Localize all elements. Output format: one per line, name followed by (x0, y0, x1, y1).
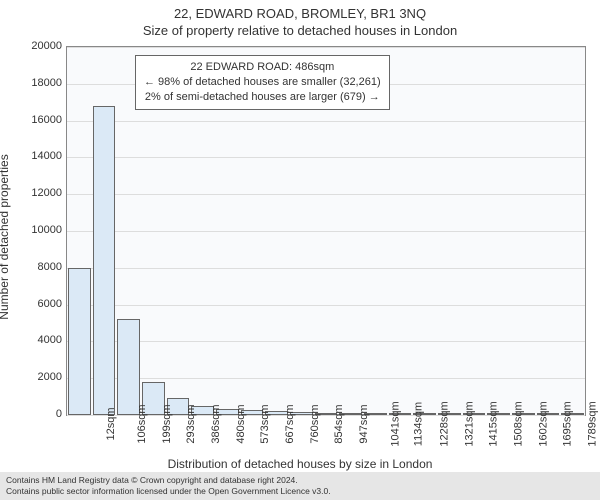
xtick-label: 293sqm (185, 404, 197, 443)
page-subtitle: Size of property relative to detached ho… (0, 21, 600, 38)
y-axis-label: Number of detached properties (0, 154, 11, 319)
xtick-label: 1134sqm (413, 402, 425, 446)
ytick-label: 10000 (12, 224, 62, 236)
ytick-label: 12000 (12, 187, 62, 199)
xtick-label: 667sqm (284, 404, 296, 443)
annotation-line-3: 2% of semi-detached houses are larger (6… (144, 90, 381, 105)
histogram-bar (117, 319, 140, 415)
annotation-line-1: 22 EDWARD ROAD: 486sqm (144, 60, 381, 75)
xtick-label: 854sqm (333, 404, 345, 443)
gridline (67, 378, 585, 379)
page-title: 22, EDWARD ROAD, BROMLEY, BR1 3NQ (0, 0, 600, 21)
gridline (67, 341, 585, 342)
xtick-label: 480sqm (235, 404, 247, 443)
gridline (67, 305, 585, 306)
x-axis-label: Distribution of detached houses by size … (0, 457, 600, 471)
xtick-label: 947sqm (358, 404, 370, 443)
xtick-label: 1415sqm (488, 401, 500, 446)
xtick-label: 1602sqm (537, 401, 549, 446)
histogram-bar (93, 106, 116, 415)
gridline (67, 157, 585, 158)
annotation-box: 22 EDWARD ROAD: 486sqm ← 98% of detached… (135, 55, 390, 110)
ytick-label: 20000 (12, 40, 62, 52)
annotation-line-2: ← 98% of detached houses are smaller (32… (144, 75, 381, 90)
ytick-label: 14000 (12, 150, 62, 162)
xtick-label: 1695sqm (562, 401, 574, 446)
gridline (67, 194, 585, 195)
xtick-label: 1041sqm (389, 401, 401, 446)
ytick-label: 2000 (12, 371, 62, 383)
gridline (67, 231, 585, 232)
xtick-label: 106sqm (136, 404, 148, 443)
footer-line-1: Contains HM Land Registry data © Crown c… (6, 475, 594, 486)
gridline (67, 268, 585, 269)
xtick-label: 1228sqm (438, 401, 450, 446)
gridline (67, 121, 585, 122)
ytick-label: 4000 (12, 334, 62, 346)
histogram-bar (68, 268, 91, 415)
xtick-label: 1321sqm (463, 401, 475, 446)
xtick-label: 1508sqm (512, 401, 524, 446)
footer-line-2: Contains public sector information licen… (6, 486, 594, 497)
ytick-label: 16000 (12, 114, 62, 126)
ytick-label: 18000 (12, 77, 62, 89)
xtick-label: 573sqm (259, 404, 271, 443)
gridline (67, 47, 585, 48)
xtick-label: 1789sqm (586, 401, 598, 446)
footer-attribution: Contains HM Land Registry data © Crown c… (0, 472, 600, 500)
ytick-label: 0 (12, 408, 62, 420)
xtick-label: 386sqm (210, 404, 222, 443)
xtick-label: 760sqm (309, 404, 321, 443)
xtick-label: 12sqm (105, 407, 117, 440)
xtick-label: 199sqm (161, 404, 173, 443)
ytick-label: 8000 (12, 261, 62, 273)
ytick-label: 6000 (12, 298, 62, 310)
